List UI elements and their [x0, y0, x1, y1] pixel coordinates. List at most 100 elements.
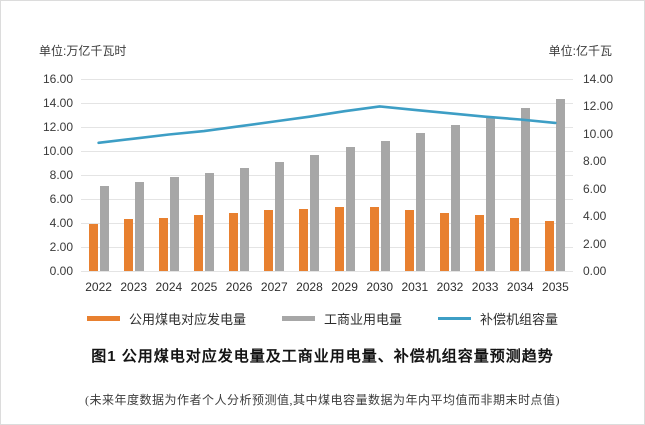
x-axis-label-2027: 2027	[260, 280, 288, 294]
bar-2030	[369, 207, 379, 271]
bar-2028	[299, 208, 309, 271]
bar-group-2029	[327, 79, 362, 271]
bar-group-2028	[292, 79, 327, 271]
bar-2024	[169, 177, 179, 271]
bar-2032	[450, 124, 460, 271]
x-axis-label-2032: 2032	[436, 280, 464, 294]
x-axis-label-2035: 2035	[542, 280, 569, 294]
axis-tick-label: 14.00	[42, 96, 73, 110]
x-axis-label-2029: 2029	[331, 280, 358, 294]
bar-2029	[345, 147, 355, 271]
bar-2032	[439, 213, 449, 271]
left-axis-ticks: 16.00 14.00 12.00 10.00 8.00 6.00 4.00 2.00 0.00	[29, 72, 73, 278]
bar-2026	[229, 212, 239, 271]
bar-group-2025	[186, 79, 221, 271]
bar-group-2023	[116, 79, 151, 271]
legend-item-industrial-consumption: 工商业用电量	[281, 309, 402, 328]
axis-tick-label: 2.00	[583, 236, 607, 251]
axis-tick-label: 12.00	[583, 99, 614, 114]
gridline	[81, 247, 573, 248]
bar-2034	[521, 108, 531, 271]
gridline	[81, 223, 573, 224]
bar-2033	[475, 215, 485, 271]
gridline	[81, 271, 573, 272]
compensation-capacity-swatch	[438, 317, 471, 320]
x-axis-labels: 2022 2023 2024 2025 2026 2027 2028 2029 2030 2031…	[81, 280, 573, 294]
bar-2028	[310, 155, 320, 271]
axis-tick-label: 8.00	[583, 154, 607, 169]
bar-2022	[99, 185, 109, 271]
coal-generation-swatch	[86, 316, 120, 321]
capacity-line	[97, 105, 557, 145]
bar-2024	[158, 217, 168, 271]
legend-label: 补偿机组容量	[480, 312, 559, 327]
axis-tick-label: 10.00	[583, 126, 614, 141]
axis-tick-label: 8.00	[49, 168, 73, 182]
plot-area	[81, 79, 573, 272]
bar-2025	[204, 172, 214, 271]
gridline	[81, 199, 573, 200]
bar-2033	[486, 118, 496, 271]
axis-tick-label: 6.00	[49, 192, 73, 206]
axis-tick-label: 4.00	[49, 216, 73, 230]
axis-tick-label: 14.00	[583, 72, 614, 86]
axis-tick-label: 0.00	[583, 264, 607, 278]
gridline	[81, 151, 573, 152]
capacity-line-chart	[97, 105, 557, 145]
bar-2023	[134, 181, 144, 271]
bar-2034	[510, 217, 520, 271]
x-axis-label-2024: 2024	[155, 280, 183, 294]
axis-tick-label: 12.00	[42, 120, 73, 134]
bar-2035	[545, 220, 555, 271]
bar-2023	[123, 218, 133, 271]
bar-groups	[81, 79, 573, 271]
legend-label: 工商业用电量	[323, 312, 402, 327]
x-axis-label-2023: 2023	[120, 280, 148, 294]
bar-2029	[334, 207, 344, 271]
bar-group-2022	[81, 79, 116, 271]
legend: 公用煤电对应发电量 工商业用电量 补偿机组容量	[1, 309, 644, 328]
bar-2031	[404, 209, 414, 271]
bar-2026	[240, 167, 250, 271]
legend-label: 公用煤电对应发电量	[128, 312, 246, 327]
axis-tick-label: 4.00	[583, 209, 607, 224]
bar-group-2034	[503, 79, 538, 271]
figure-footnote: (未来年度数据为作者个人分析预测值,其中煤电容量数据为年内平均值而非期末时点值)	[85, 393, 560, 407]
x-axis-label-2028: 2028	[296, 280, 323, 294]
axis-tick-label: 0.00	[49, 264, 73, 278]
bar-group-2035	[538, 79, 573, 271]
bar-2025	[193, 215, 203, 271]
axis-tick-label: 10.00	[42, 144, 73, 158]
bar-2027	[264, 210, 274, 271]
bar-2027	[275, 161, 285, 271]
x-axis-label-2034: 2034	[506, 280, 534, 294]
bar-2030	[380, 140, 390, 271]
bar-group-2031	[397, 79, 432, 271]
x-axis-label-2030: 2030	[366, 280, 394, 294]
x-axis-label-2026: 2026	[225, 280, 253, 294]
bar-2035	[556, 99, 566, 271]
bar-group-2030	[362, 79, 397, 271]
x-axis-label-2033: 2033	[471, 280, 499, 294]
legend-item-coal-generation: 公用煤电对应发电量	[86, 309, 246, 328]
axis-tick-label: 16.00	[42, 72, 73, 86]
x-axis-label-2022: 2022	[85, 280, 112, 294]
gridline	[81, 127, 573, 128]
bar-group-2027	[257, 79, 292, 271]
bar-group-2033	[468, 79, 503, 271]
bar-2031	[415, 133, 425, 271]
bar-group-2026	[222, 79, 257, 271]
gridline	[81, 103, 573, 104]
right-axis-ticks: 14.00 12.00 10.00 8.00 6.00 4.00 2.00 0.00	[583, 72, 629, 278]
figure-title: 图1 公用煤电对应发电量及工商业用电量、补偿机组容量预测趋势	[91, 348, 554, 365]
gridline	[81, 79, 573, 80]
gridline	[81, 175, 573, 176]
axis-tick-label: 2.00	[49, 240, 73, 254]
bar-2022	[88, 223, 98, 271]
bar-group-2032	[432, 79, 467, 271]
right-axis-unit-label: 单位:亿千瓦	[548, 44, 612, 58]
x-axis-label-2031: 2031	[401, 280, 429, 294]
left-axis-unit-label: 单位:万亿千瓦时	[39, 44, 127, 58]
x-axis-label-2025: 2025	[190, 280, 218, 294]
